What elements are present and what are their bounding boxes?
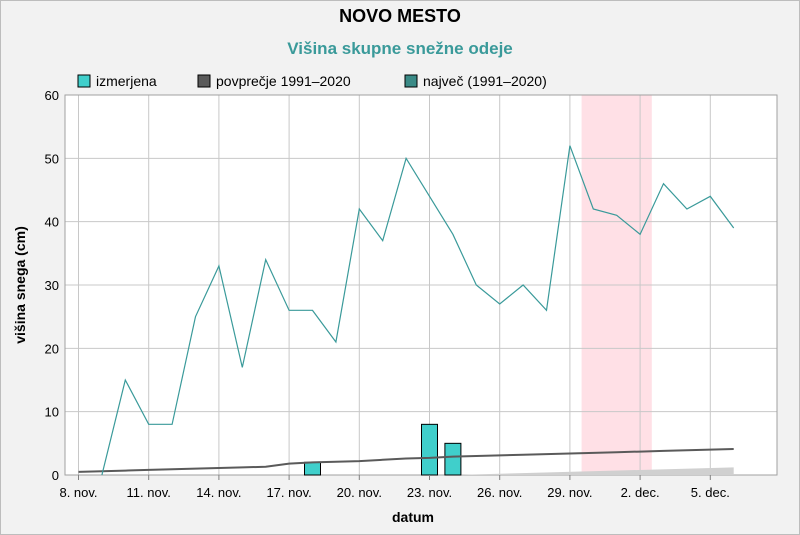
legend-swatch [404, 74, 418, 88]
legend-label: povprečje 1991–2020 [216, 73, 351, 89]
y-tick-label: 60 [45, 88, 59, 103]
legend-label: največ (1991–2020) [423, 73, 547, 89]
x-tick-label: 26. nov. [477, 485, 522, 500]
x-tick-label: 23. nov. [407, 485, 452, 500]
x-axis-label: datum [392, 509, 434, 525]
x-tick-label: 5. dec. [691, 485, 730, 500]
legend: izmerjena povprečje 1991–2020 največ (1991… [77, 73, 547, 89]
legend-swatch [197, 74, 211, 88]
x-axis-ticks: 8. nov. 11. nov. 14. nov. 17. nov. 20. nov. 2… [59, 475, 730, 500]
y-axis-ticks: 0 10 20 30 40 50 60 [45, 88, 59, 483]
x-tick-label: 8. nov. [59, 485, 97, 500]
bar-measured [444, 442, 462, 476]
y-tick-label: 0 [52, 468, 59, 483]
y-tick-label: 30 [45, 278, 59, 293]
y-tick-label: 10 [45, 405, 59, 420]
chart-subtitle: Višina skupne snežne odeje [287, 39, 513, 58]
x-tick-label: 20. nov. [337, 485, 382, 500]
x-tick-label: 11. nov. [127, 485, 171, 500]
x-tick-label: 2. dec. [621, 485, 660, 500]
y-axis-label: višina snega (cm) [12, 226, 28, 344]
chart-title: NOVO MESTO [339, 6, 461, 26]
min-band [452, 467, 734, 475]
bar-measured [421, 423, 438, 476]
y-tick-label: 20 [45, 341, 59, 356]
line-average [78, 448, 734, 473]
x-tick-label: 17. nov. [266, 485, 311, 500]
y-tick-label: 50 [45, 151, 59, 166]
y-tick-label: 40 [45, 215, 59, 230]
legend-swatch [77, 74, 91, 88]
series-marks [78, 145, 735, 476]
bar-measured [304, 461, 321, 476]
x-tick-label: 29. nov. [547, 485, 592, 500]
legend-label: izmerjena [96, 73, 157, 89]
line-maximum [101, 145, 735, 476]
x-tick-label: 14. nov. [196, 485, 241, 500]
